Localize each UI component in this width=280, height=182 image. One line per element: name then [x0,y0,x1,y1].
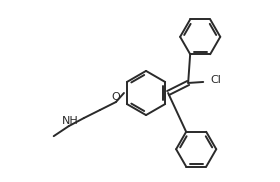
Text: O: O [111,92,120,102]
Text: Cl: Cl [210,75,221,85]
Text: NH: NH [61,116,78,126]
